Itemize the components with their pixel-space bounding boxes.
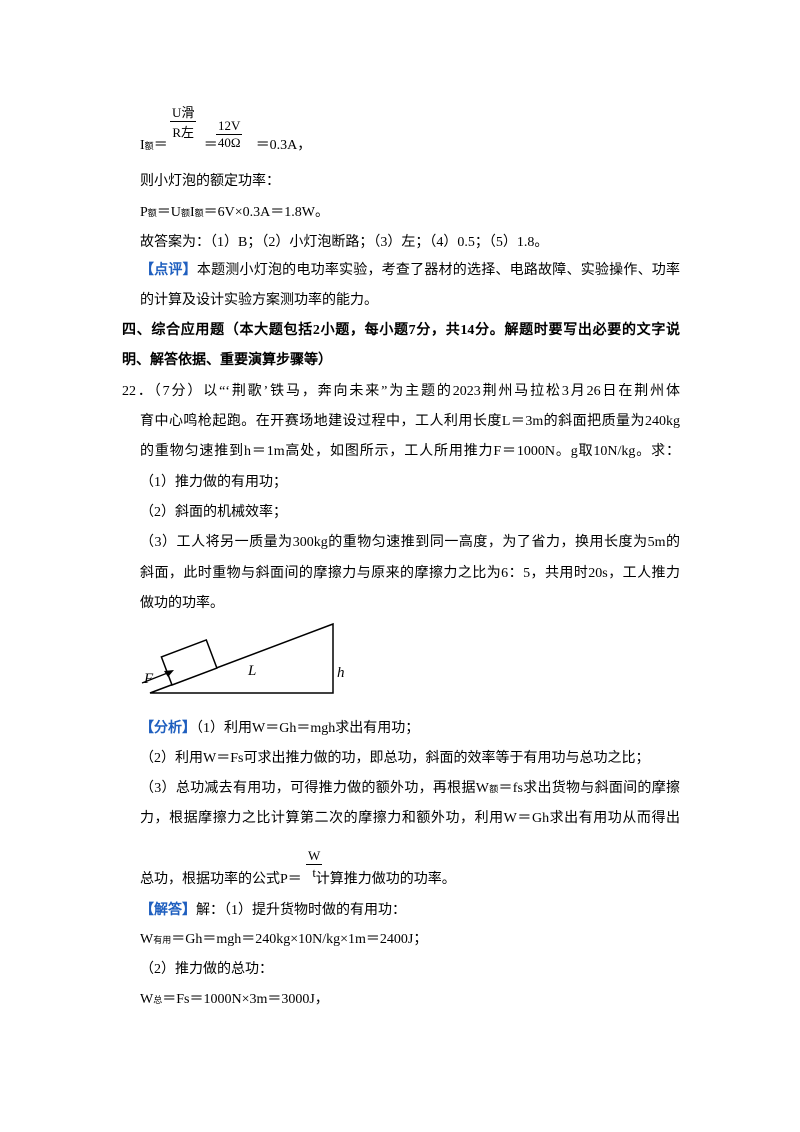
text: 做功的功率。 [140, 596, 224, 611]
line: 22．（7分）以“‘荆歌’铁马，奔向未来”为主题的2023荆州马拉松3月26日在… [122, 382, 680, 402]
text: （1）利用W＝Gh＝mgh求出有用功； [196, 721, 420, 736]
line: P额＝U额I额＝6V×0.3A＝1.8W。 [140, 203, 329, 223]
line: 做功的功率。 [140, 594, 224, 614]
label: h [337, 665, 345, 681]
tag: 【分析】 [140, 721, 196, 736]
line: 力，根据摩擦力之比计算第二次的摩擦力和额外功，利用W＝Gh求出有用功从而得出 [140, 809, 680, 829]
text: ＝Gh＝mgh＝240kg×10N/kg×1m＝2400J； [171, 932, 428, 947]
text: （2）推力做的总功： [140, 962, 273, 977]
text: 额 [180, 208, 190, 218]
text: R [172, 125, 182, 140]
text: ＝0.3A， [255, 138, 312, 153]
text: ＝Fs＝1000N×3m＝3000J， [162, 992, 329, 1007]
force-arrow [141, 671, 171, 684]
text: 总功，根据功率的公式P＝ [140, 872, 302, 887]
text: （1）推力做的有用功； [140, 475, 287, 490]
text: 解：（1）提升货物时做的有用功： [196, 903, 406, 918]
line: （3）总功减去有用功，可得推力做的额外功，再根据W额＝fs求出货物与斜面间的摩擦 [140, 779, 680, 799]
text: 计算推力做功的功率。 [315, 872, 456, 887]
text: I [189, 205, 195, 220]
text: t [312, 865, 316, 880]
label: F [143, 671, 154, 687]
line: 的计算及设计实验方案测功率的能力。 [140, 291, 378, 311]
line: W有用＝Gh＝mgh＝240kg×10N/kg×1m＝2400J； [140, 930, 427, 950]
text: 有用 [153, 935, 172, 945]
box [160, 639, 218, 686]
text: 力，根据摩擦力之比计算第二次的摩擦力和额外功，利用W＝Gh求出有用功从而得出 [140, 811, 680, 826]
line: 故答案为：（1）B；（2）小灯泡断路；（3）左；（4）0.5；（5）1.8。 [140, 233, 548, 253]
line: （2）斜面的机械效率； [140, 503, 287, 523]
label: L [247, 663, 256, 679]
fraction: 12V 40Ω [216, 118, 243, 151]
formula-line: I额＝＝＝0.3A， [140, 136, 311, 156]
text: 育中心鸣枪起跑。在开赛场地建设过程中，工人利用长度L＝3m的斜面把质量为240k… [140, 414, 680, 429]
text: ＝U [156, 205, 181, 220]
fraction: W t [306, 848, 323, 881]
line: （2）推力做的总功： [140, 960, 273, 980]
text: 总 [153, 995, 163, 1005]
text: 明、解答依据、重要演算步骤等） [122, 353, 332, 368]
tag: 【解答】 [140, 903, 196, 918]
text: 22．（7分）以“‘荆歌’铁马，奔向未来”为主题的2023荆州马拉松3月26日在… [122, 384, 680, 399]
text: 左 [181, 125, 195, 140]
text: 四、综合应用题（本大题包括2小题，每小题7分，共14分。解题时要写出必要的文字说 [122, 323, 680, 338]
text: U [172, 105, 182, 120]
text: （3）总功减去有用功，可得推力做的额外功，再根据W [140, 781, 489, 796]
text: 额 [488, 784, 499, 794]
text: 则小灯泡的额定功率： [140, 174, 280, 189]
line: （1）推力做的有用功； [140, 473, 287, 493]
text: （2）利用W＝Fs可求出推力做的功，即总功，斜面的效率等于有用功与总功之比； [140, 751, 650, 766]
text: 额 [144, 141, 154, 151]
text: 本题测小灯泡的电功率实验，考查了器材的选择、电路故障、实验操作、功率 [196, 263, 681, 278]
text: 斜面，此时重物与斜面间的摩擦力与原来的摩擦力之比为6：5，共用时20s，工人推力 [140, 566, 680, 581]
fraction: U滑 R左 [170, 102, 197, 141]
line: 【解答】解：（1）提升货物时做的有用功： [140, 901, 406, 921]
incline-figure: F L h [141, 622, 345, 694]
incline [149, 622, 334, 694]
text: W [140, 992, 154, 1007]
line: 【分析】（1）利用W＝Gh＝mgh求出有用功； [140, 719, 419, 739]
text: ＝ [153, 138, 168, 153]
line: 【点评】本题测小灯泡的电功率实验，考查了器材的选择、电路故障、实验操作、功率 [140, 261, 680, 281]
text: I [140, 138, 145, 153]
line: 斜面，此时重物与斜面间的摩擦力与原来的摩擦力之比为6：5，共用时20s，工人推力 [140, 564, 680, 584]
line: （2）利用W＝Fs可求出推力做的功，即总功，斜面的效率等于有用功与总功之比； [140, 749, 649, 769]
text: 额 [147, 208, 157, 218]
text: P [140, 205, 148, 220]
text: ＝ [203, 138, 218, 153]
text: W [140, 932, 154, 947]
text: 的重物匀速推到h＝1m高处，如图所示，工人所用推力F＝1000N。g取10N/k… [140, 444, 680, 459]
text: 40Ω [217, 135, 241, 150]
text: 故答案为：（1）B；（2）小灯泡断路；（3）左；（4）0.5；（5）1.8。 [140, 235, 549, 250]
tag: 【点评】 [140, 263, 197, 278]
text: 滑 [181, 105, 195, 120]
text: 12V [216, 118, 243, 135]
line: 则小灯泡的额定功率： [140, 172, 280, 192]
line: （3）工人将另一质量为300kg的重物匀速推到同一高度，为了省力，换用长度为5m… [140, 533, 680, 553]
arrow-head [164, 670, 174, 677]
heading: 四、综合应用题（本大题包括2小题，每小题7分，共14分。解题时要写出必要的文字说 [122, 321, 680, 341]
text: ＝fs求出货物与斜面间的摩擦 [498, 781, 680, 796]
text: 的计算及设计实验方案测功率的能力。 [140, 293, 378, 308]
heading: 明、解答依据、重要演算步骤等） [122, 351, 332, 371]
text: 额 [194, 208, 204, 218]
text: W [306, 848, 323, 865]
line: 的重物匀速推到h＝1m高处，如图所示，工人所用推力F＝1000N。g取10N/k… [140, 442, 680, 462]
line: 育中心鸣枪起跑。在开赛场地建设过程中，工人利用长度L＝3m的斜面把质量为240k… [140, 412, 680, 432]
text: （3）工人将另一质量为300kg的重物匀速推到同一高度，为了省力，换用长度为5m… [140, 535, 680, 550]
line: 总功，根据功率的公式P＝ 计算推力做功的功率。 [140, 870, 456, 890]
text: ＝6V×0.3A＝1.8W。 [203, 205, 329, 220]
text: （2）斜面的机械效率； [140, 505, 287, 520]
line: W总＝Fs＝1000N×3m＝3000J， [140, 990, 329, 1010]
